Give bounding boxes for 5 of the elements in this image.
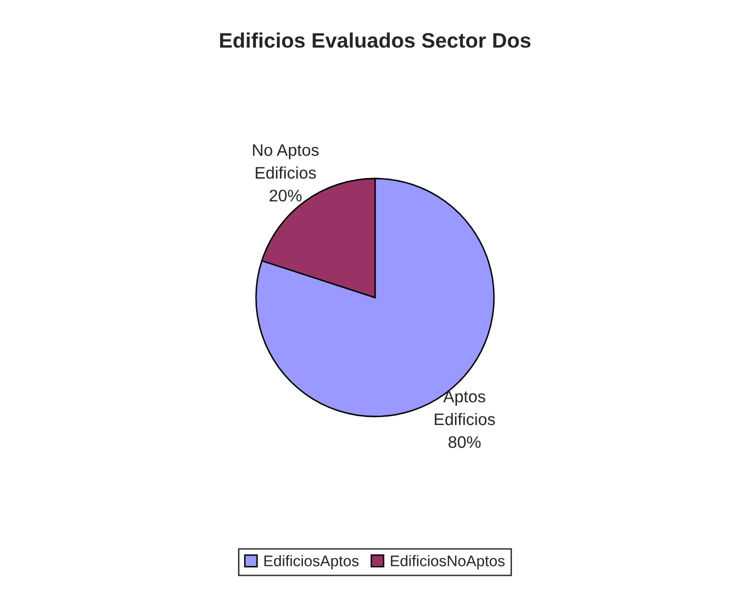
legend-label: EdificiosAptos — [264, 555, 359, 570]
data-label: Aptos Edificios 80% — [434, 390, 495, 448]
chart-title: Edificios Evaluados Sector Dos — [220, 32, 530, 48]
legend-label: EdificiosNoAptos — [390, 555, 505, 570]
data-label: No Aptos Edificios 20% — [253, 144, 319, 202]
